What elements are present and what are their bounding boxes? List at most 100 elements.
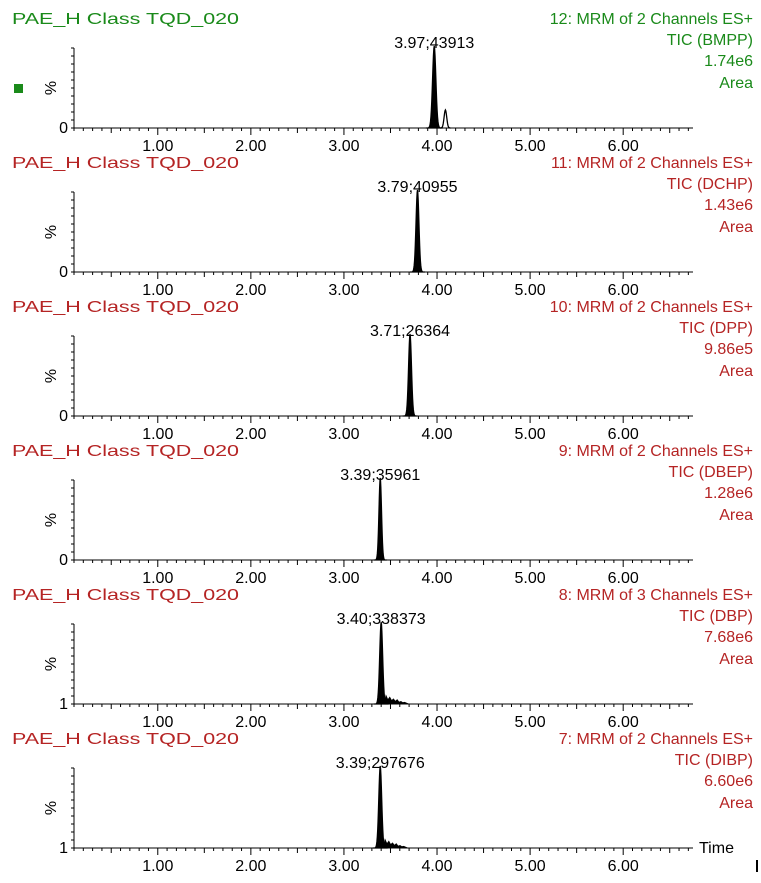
chromatogram-peak [373,477,387,561]
x-tick-label: 5.00 [515,714,546,731]
chromatogram-panel: PAE_H Class TQD_020 12: MRM of 2 Channels… [12,11,753,155]
x-tick-label: 5.00 [515,282,546,299]
sample-name: PAE_H Class TQD_020 [12,443,239,460]
y-zero-label: 0 [59,120,68,137]
chromatogram-peak [425,45,443,129]
y-zero-label: 0 [59,264,68,281]
x-tick-label: 2.00 [235,426,266,443]
x-tick-label: 1.00 [142,426,173,443]
intensity-label: 7.68e6 [704,629,753,646]
y-axis-label: % [43,369,60,383]
chromatogram-peak [372,765,388,849]
chromatogram-panel: PAE_H Class TQD_020 8: MRM of 3 Channels … [12,587,753,731]
x-tick-label: 5.00 [515,570,546,587]
mode-label: Area [719,651,753,668]
peak-label: 3.40;338373 [337,611,426,628]
x-tick-label: 2.00 [235,858,266,875]
x-tick-label: 2.00 [235,138,266,155]
x-tick-label: 5.00 [515,426,546,443]
function-label: 9: MRM of 2 Channels ES+ [559,443,753,460]
green-square-marker-icon [14,84,23,93]
x-tick-label: 2.00 [235,570,266,587]
sample-name: PAE_H Class TQD_020 [12,11,239,28]
x-tick-label: 5.00 [515,858,546,875]
chromatogram-peak [373,621,389,705]
chromatogram-panel: PAE_H Class TQD_020 11: MRM of 2 Channels… [12,155,753,299]
y-axis-label: % [43,657,60,671]
x-tick-label: 6.00 [608,858,639,875]
mode-label: Area [719,219,753,236]
x-tick-label: 3.00 [328,426,359,443]
chromatogram-panel: PAE_H Class TQD_020 9: MRM of 2 Channels … [12,443,753,587]
x-tick-label: 4.00 [421,570,452,587]
function-label: 11: MRM of 2 Channels ES+ [551,155,753,172]
x-tick-label: 5.00 [515,138,546,155]
trace-label: TIC (DCHP) [667,176,753,193]
intensity-label: 1.43e6 [704,197,753,214]
mode-label: Area [719,363,753,380]
y-axis-label: % [43,81,60,95]
intensity-label: 9.86e5 [704,341,753,358]
x-tick-label: 1.00 [142,282,173,299]
x-tick-label: 6.00 [608,714,639,731]
trace-label: TIC (DPP) [679,320,753,337]
trace-label: TIC (BMPP) [667,32,753,49]
chromatogram-peak [402,333,418,417]
x-tick-label: 4.00 [421,714,452,731]
x-tick-label: 1.00 [142,858,173,875]
mode-label: Area [719,507,753,524]
x-tick-label: 1.00 [142,714,173,731]
y-zero-label: 1 [59,696,68,713]
y-axis-label: % [43,513,60,527]
sample-name: PAE_H Class TQD_020 [12,155,239,172]
trace-label: TIC (DBP) [679,608,753,625]
sample-name: PAE_H Class TQD_020 [12,731,239,748]
x-tick-label: 4.00 [421,858,452,875]
x-tick-label: 6.00 [608,282,639,299]
function-label: 10: MRM of 2 Channels ES+ [550,299,753,316]
sample-name: PAE_H Class TQD_020 [12,299,239,316]
peak-label: 3.71;26364 [370,323,450,340]
y-axis-label: % [43,801,60,815]
minor-peak [440,108,451,129]
x-tick-label: 3.00 [328,570,359,587]
x-tick-label: 3.00 [328,714,359,731]
intensity-label: 1.74e6 [704,53,753,70]
trace-label: TIC (DIBP) [675,752,753,769]
x-tick-label: 6.00 [608,570,639,587]
x-tick-label: 1.00 [142,570,173,587]
peak-label: 3.39;297676 [336,755,425,772]
y-zero-label: 0 [59,408,68,425]
x-tick-label: 4.00 [421,426,452,443]
y-zero-label: 1 [59,840,68,857]
intensity-label: 1.28e6 [704,485,753,502]
x-tick-label: 1.00 [142,138,173,155]
x-axis-label: Time [699,840,734,857]
y-zero-label: 0 [59,552,68,569]
x-tick-label: 3.00 [328,282,359,299]
x-tick-label: 3.00 [328,138,359,155]
trace-label: TIC (DBEP) [669,464,753,481]
chromatogram-peak [410,189,425,273]
peak-tail [383,694,409,705]
chromatogram-panel: PAE_H Class TQD_020 10: MRM of 2 Channels… [12,299,753,443]
peak-tail [382,838,408,849]
x-tick-label: 2.00 [235,282,266,299]
x-tick-label: 2.00 [235,714,266,731]
x-tick-label: 6.00 [608,426,639,443]
function-label: 8: MRM of 3 Channels ES+ [559,587,753,604]
y-axis-label: % [43,225,60,239]
intensity-label: 6.60e6 [704,773,753,790]
x-tick-label: 6.00 [608,138,639,155]
peak-label: 3.79;40955 [377,179,457,196]
function-label: 12: MRM of 2 Channels ES+ [550,11,753,28]
function-label: 7: MRM of 2 Channels ES+ [559,731,753,748]
x-tick-label: 3.00 [328,858,359,875]
x-tick-label: 4.00 [421,282,452,299]
chromatogram-panel: PAE_H Class TQD_020 7: MRM of 2 Channels … [12,731,758,875]
peak-label: 3.97;43913 [394,35,474,52]
mode-label: Area [719,795,753,812]
peak-label: 3.39;35961 [340,467,420,484]
